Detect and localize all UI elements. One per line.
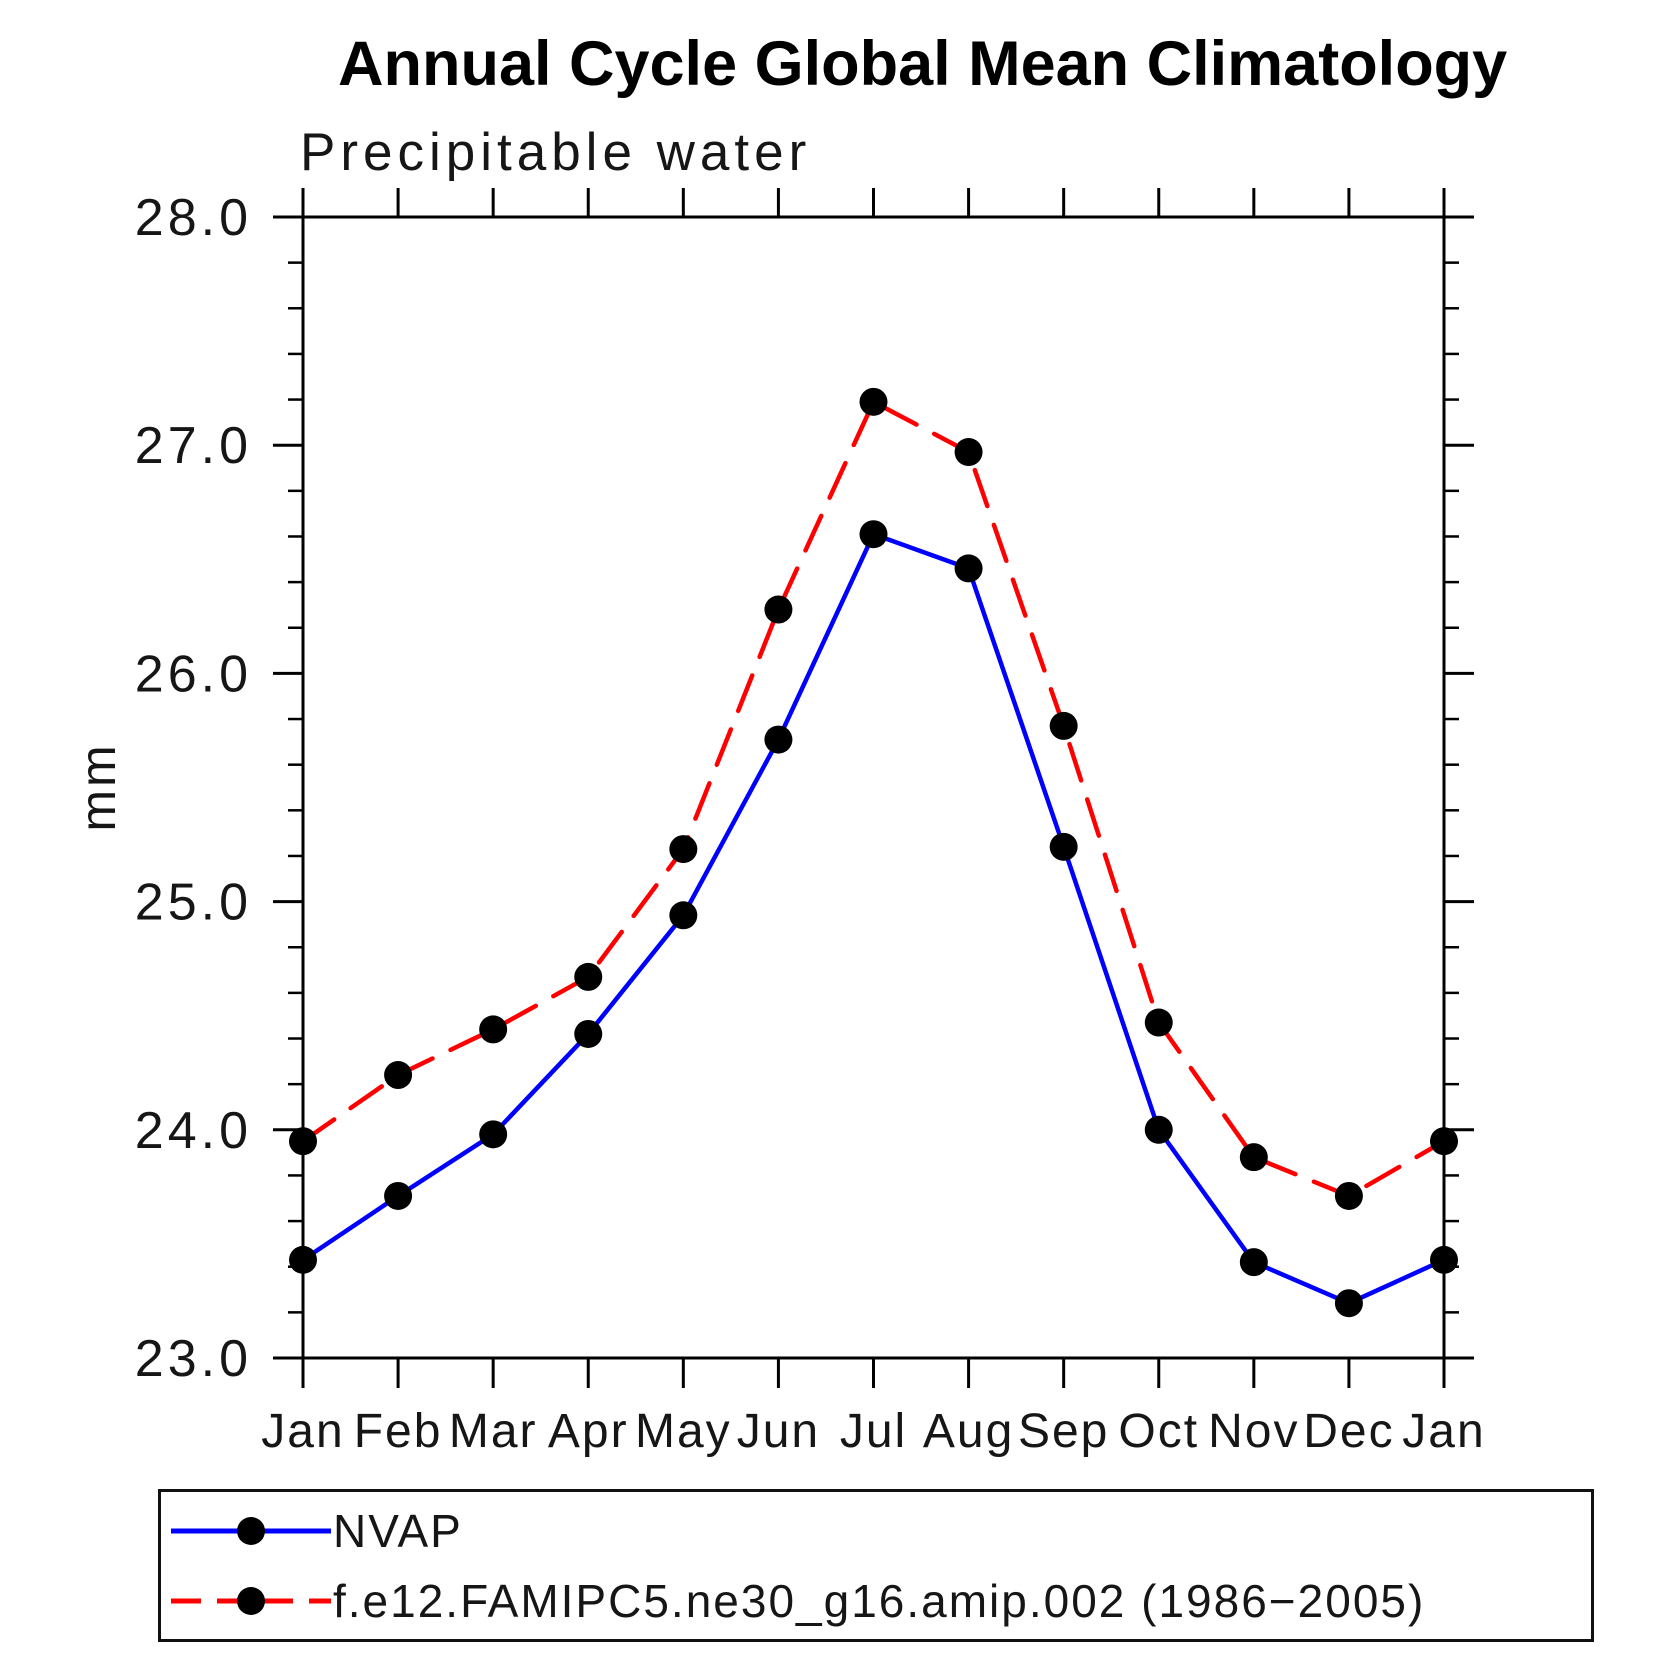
data-point-nvap-may-4 bbox=[669, 901, 698, 930]
data-point-nvap-jul-6 bbox=[859, 520, 888, 549]
data-point-model-jun-5 bbox=[764, 595, 793, 624]
legend-sample-model-line bbox=[171, 1587, 331, 1615]
x-tick-label: Jul bbox=[840, 1405, 907, 1458]
data-point-model-feb-1 bbox=[384, 1061, 413, 1090]
legend-item-nvap: NVAP bbox=[165, 1506, 463, 1556]
data-point-nvap-jun-5 bbox=[764, 725, 793, 754]
data-point-model-may-4 bbox=[669, 835, 698, 864]
x-tick-label: Jun bbox=[737, 1405, 820, 1458]
x-tick-label: Feb bbox=[354, 1405, 443, 1458]
x-tick-label: May bbox=[635, 1405, 732, 1458]
data-point-nvap-mar-2 bbox=[479, 1120, 508, 1149]
x-tick-label: Nov bbox=[1208, 1405, 1299, 1458]
data-point-nvap-nov-10 bbox=[1239, 1248, 1268, 1277]
legend-label-model: f.e12.FAMIPC5.ne30_g16.amip.002 (1986−20… bbox=[333, 1575, 1426, 1627]
data-point-model-mar-2 bbox=[479, 1015, 508, 1044]
data-point-model-oct-9 bbox=[1144, 1008, 1173, 1037]
legend-label-nvap: NVAP bbox=[333, 1505, 463, 1557]
x-tick-label: Dec bbox=[1303, 1405, 1394, 1458]
x-tick-label: Aug bbox=[923, 1405, 1014, 1458]
legend-item-model: f.e12.FAMIPC5.ne30_g16.amip.002 (1986−20… bbox=[165, 1576, 1425, 1626]
data-point-model-nov-10 bbox=[1239, 1143, 1268, 1172]
legend-marker-dot bbox=[237, 1517, 265, 1545]
y-tick-label: 24.0 bbox=[135, 1102, 252, 1160]
data-point-nvap-sep-8 bbox=[1049, 832, 1078, 861]
data-point-nvap-aug-7 bbox=[954, 554, 983, 583]
data-point-nvap-jan-12 bbox=[1430, 1245, 1458, 1274]
x-tick-label: Jan bbox=[261, 1405, 344, 1458]
y-tick-label: 23.0 bbox=[135, 1330, 252, 1388]
data-point-model-jan-12 bbox=[1430, 1127, 1458, 1156]
data-point-model-dec-11 bbox=[1334, 1181, 1363, 1210]
y-tick-label: 25.0 bbox=[135, 874, 252, 932]
x-tick-label: Sep bbox=[1018, 1405, 1109, 1458]
data-point-model-jul-6 bbox=[859, 387, 888, 416]
x-tick-label: Oct bbox=[1118, 1405, 1199, 1458]
data-point-model-sep-8 bbox=[1049, 711, 1078, 740]
data-point-model-jan-0 bbox=[289, 1127, 317, 1156]
x-tick-label: Apr bbox=[548, 1405, 629, 1458]
chart-subtitle: Precipitable water bbox=[300, 123, 812, 182]
data-point-nvap-jan-0 bbox=[289, 1245, 317, 1274]
x-tick-label: Jan bbox=[1402, 1405, 1485, 1458]
y-tick-label: 27.0 bbox=[135, 417, 252, 475]
data-point-nvap-oct-9 bbox=[1144, 1115, 1173, 1144]
y-tick-label: 26.0 bbox=[135, 645, 252, 703]
data-point-nvap-feb-1 bbox=[384, 1181, 413, 1210]
x-tick-label: Mar bbox=[449, 1405, 538, 1458]
data-point-nvap-apr-3 bbox=[574, 1019, 603, 1048]
data-point-model-apr-3 bbox=[574, 962, 603, 991]
y-tick-label: 28.0 bbox=[135, 189, 252, 247]
chart-title: Annual Cycle Global Mean Climatology bbox=[338, 29, 1508, 99]
series-line-nvap bbox=[300, 531, 1447, 1306]
legend-sample-nvap-line bbox=[171, 1517, 331, 1545]
legend-marker-dot bbox=[237, 1587, 265, 1615]
data-point-model-aug-7 bbox=[954, 438, 983, 467]
legend-box: NVAP f.e12.FAMIPC5.ne30_g16.amip.002 (19… bbox=[158, 1489, 1594, 1642]
data-point-nvap-dec-11 bbox=[1334, 1289, 1363, 1318]
